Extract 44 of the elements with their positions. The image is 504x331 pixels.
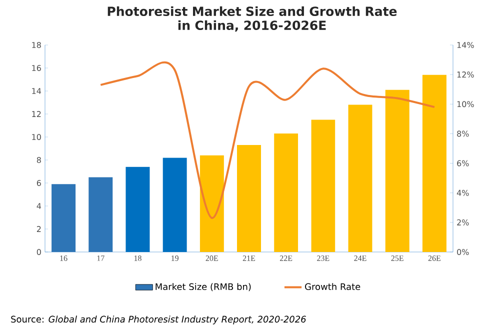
bar	[237, 145, 261, 252]
y-tick-label: 0	[36, 248, 41, 256]
x-tick-label: 19	[172, 256, 178, 261]
x-tick-label: 18	[134, 256, 142, 261]
y2-tick-label: 14%	[457, 42, 474, 48]
source-note: Source: Global and China Photoresist Industry Report, 2020-2026	[11, 316, 306, 324]
bar	[274, 134, 298, 252]
bar	[162, 158, 187, 252]
bar	[126, 166, 150, 252]
y-tick-label: 6	[36, 180, 41, 186]
y-tick-label: 10	[32, 134, 41, 140]
legend-label: Growth Rate	[305, 283, 360, 290]
y-tick-label: 2	[36, 226, 41, 232]
bar	[88, 177, 113, 252]
bar	[422, 74, 446, 252]
y-tick-label: 4	[36, 203, 42, 209]
x-tick-label: 21E	[242, 256, 256, 261]
y-tick-label: 14	[32, 88, 42, 94]
legend-label: Market Size (RMB bn)	[156, 283, 251, 292]
y-tick-label: 18	[32, 42, 41, 48]
x-tick-label: 17	[97, 256, 104, 261]
bar	[385, 90, 410, 252]
y2-tick-label: 8%	[457, 130, 469, 137]
y2-tick-label: 12%	[457, 72, 474, 78]
x-tick-label: 24E	[354, 256, 366, 261]
bar	[52, 184, 76, 252]
x-tick-label: 23E	[317, 256, 330, 261]
x-tick-label: 16	[60, 256, 68, 261]
y2-tick-label: 10%	[457, 101, 474, 108]
y2-tick-label: 2%	[457, 219, 469, 226]
chart-title: Photoresist Market Size and Growth Rate in China, 2016-2026E	[108, 6, 397, 32]
y2-tick-label: 4%	[456, 190, 469, 196]
x-tick-label: 26E	[428, 256, 440, 261]
x-tick-label: 20E	[206, 256, 218, 261]
bar	[348, 104, 372, 252]
x-tick-label: 22E	[280, 256, 292, 261]
y-tick-label: 16	[32, 64, 41, 72]
bar	[200, 155, 224, 252]
y-tick-label: 12	[32, 111, 41, 117]
bar	[311, 120, 336, 252]
x-tick-label: 25E	[391, 256, 404, 261]
y-tick-label: 8	[36, 156, 41, 164]
y2-tick-label: 6%	[457, 160, 469, 166]
y2-tick-label: 0%	[457, 248, 469, 256]
